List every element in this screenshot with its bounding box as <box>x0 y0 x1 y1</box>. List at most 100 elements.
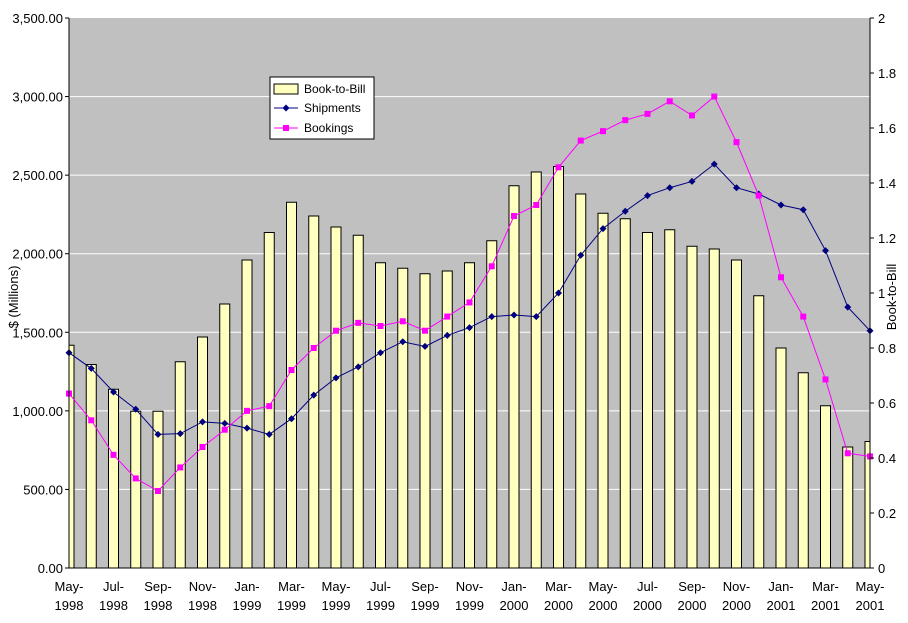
x-tick-label-year: 2001 <box>856 598 885 613</box>
bar-book-to-bill <box>486 240 498 569</box>
point-shipments <box>377 349 384 357</box>
bar-book-to-bill <box>197 336 208 569</box>
point-shipments <box>87 364 95 372</box>
y-tick-label-right: 0.8 <box>878 341 896 356</box>
point-bookings <box>422 327 428 334</box>
bar-book-to-bill <box>597 212 609 569</box>
bar-book-to-bill <box>820 405 831 569</box>
point-bookings <box>488 263 495 270</box>
point-bookings <box>155 488 161 494</box>
x-tick-label-month: Jan- <box>234 579 259 594</box>
point-bookings <box>177 464 184 471</box>
x-tick-label-year: 1999 <box>455 598 484 613</box>
x-tick-label-year: 2000 <box>589 598 618 613</box>
y-axis-right-ticks: 0 0.2 0.4 0.6 0.8 1 1.2 1.4 1.6 1.8 2 <box>870 11 896 576</box>
bar-book-to-bill <box>864 441 871 569</box>
point-bookings <box>733 139 740 146</box>
point-bookings <box>644 110 651 117</box>
x-tick-label-month: Nov- <box>189 579 216 594</box>
x-tick-label-year: 2000 <box>500 598 529 613</box>
y-axis-left-ticks: 0.00 500.00 1,000.00 1,500.00 2,000.00 2,500.… <box>12 11 69 576</box>
x-tick-label-year: 1999 <box>322 598 351 613</box>
bar-book-to-bill <box>85 364 97 569</box>
point-bookings <box>355 319 362 326</box>
point-shipments <box>332 374 340 382</box>
y-tick-label-right: 0 <box>878 561 885 576</box>
y-tick-label-left: 3,500.00 <box>12 11 63 26</box>
bar-book-to-bill <box>731 259 742 569</box>
bar-book-to-bill <box>397 267 409 569</box>
point-bookings <box>577 137 584 144</box>
point-shipments <box>532 313 540 321</box>
point-shipments <box>288 415 295 423</box>
bar-book-to-bill <box>330 226 342 569</box>
point-shipments <box>399 338 407 346</box>
legend-label-book-to-bill: Book-to-Bill <box>304 82 365 96</box>
x-tick-label-year: 1999 <box>233 598 262 613</box>
legend-marker-shipments <box>282 104 290 112</box>
y-tick-label-right: 1.6 <box>878 121 896 136</box>
point-shipments <box>644 192 651 200</box>
point-bookings <box>88 417 95 424</box>
y-tick-label-left: 1,500.00 <box>12 325 63 340</box>
y-axis-left-title: $ (Millions) <box>6 266 21 329</box>
x-tick-label-month: Sep- <box>678 579 705 594</box>
point-bookings <box>666 98 673 105</box>
point-shipments <box>799 206 807 214</box>
legend-swatch-book-to-bill <box>273 83 299 95</box>
x-tick-label-month: Jul- <box>370 579 391 594</box>
bar-book-to-bill <box>68 344 75 569</box>
bar-book-to-bill <box>419 273 431 569</box>
x-tick-label-month: Jan- <box>501 579 526 594</box>
point-shipments <box>199 418 206 426</box>
point-shipments <box>265 430 273 438</box>
x-tick-label-year: 2000 <box>678 598 707 613</box>
y-tick-label-left: 3,000.00 <box>12 90 63 105</box>
point-bookings <box>533 202 540 208</box>
point-bookings <box>622 117 629 124</box>
y-tick-label-right: 1.4 <box>878 176 896 191</box>
point-bookings <box>755 192 762 199</box>
x-tick-label-year: 1999 <box>366 598 395 613</box>
point-bookings <box>555 164 562 171</box>
point-shipments <box>710 160 718 168</box>
point-bookings <box>444 313 451 320</box>
x-tick-label-month: May- <box>856 579 885 594</box>
bar-book-to-bill <box>664 229 676 569</box>
bar-book-to-bill <box>508 185 520 569</box>
y-axis-right-title: Book-to-Bill <box>884 264 899 331</box>
point-shipments <box>176 430 184 438</box>
x-tick-label-year: 1998 <box>99 598 128 613</box>
y-tick-label-left: 0.00 <box>38 561 63 576</box>
point-shipments <box>110 388 117 396</box>
point-shipments <box>310 391 318 399</box>
point-shipments <box>599 225 607 233</box>
point-shipments <box>777 201 785 209</box>
point-bookings <box>844 450 851 457</box>
bar-book-to-bill <box>108 388 119 569</box>
bar-book-to-bill <box>619 218 631 569</box>
bar-book-to-bill <box>464 262 475 569</box>
point-shipments <box>688 177 696 185</box>
bar-book-to-bill <box>842 446 854 569</box>
bar-book-to-bill <box>553 166 564 569</box>
y-tick-label-right: 2 <box>878 11 885 26</box>
bar-book-to-bill <box>530 171 542 569</box>
point-bookings <box>110 451 117 458</box>
point-shipments <box>555 289 562 297</box>
bar-book-to-bill <box>775 347 787 569</box>
point-shipments <box>577 251 585 259</box>
bar-book-to-bill <box>575 193 587 569</box>
y-tick-label-right: 1 <box>878 286 885 301</box>
y-tick-label-left: 500.00 <box>23 482 63 497</box>
point-shipments <box>466 324 473 332</box>
x-tick-label-month: Mar- <box>278 579 305 594</box>
point-shipments <box>443 331 451 339</box>
y-tick-label-right: 1.2 <box>878 231 896 246</box>
point-shipments <box>844 303 852 311</box>
point-bookings <box>689 112 695 119</box>
point-shipments <box>354 363 362 371</box>
x-tick-label-year: 2000 <box>633 598 662 613</box>
point-shipments <box>666 184 674 192</box>
